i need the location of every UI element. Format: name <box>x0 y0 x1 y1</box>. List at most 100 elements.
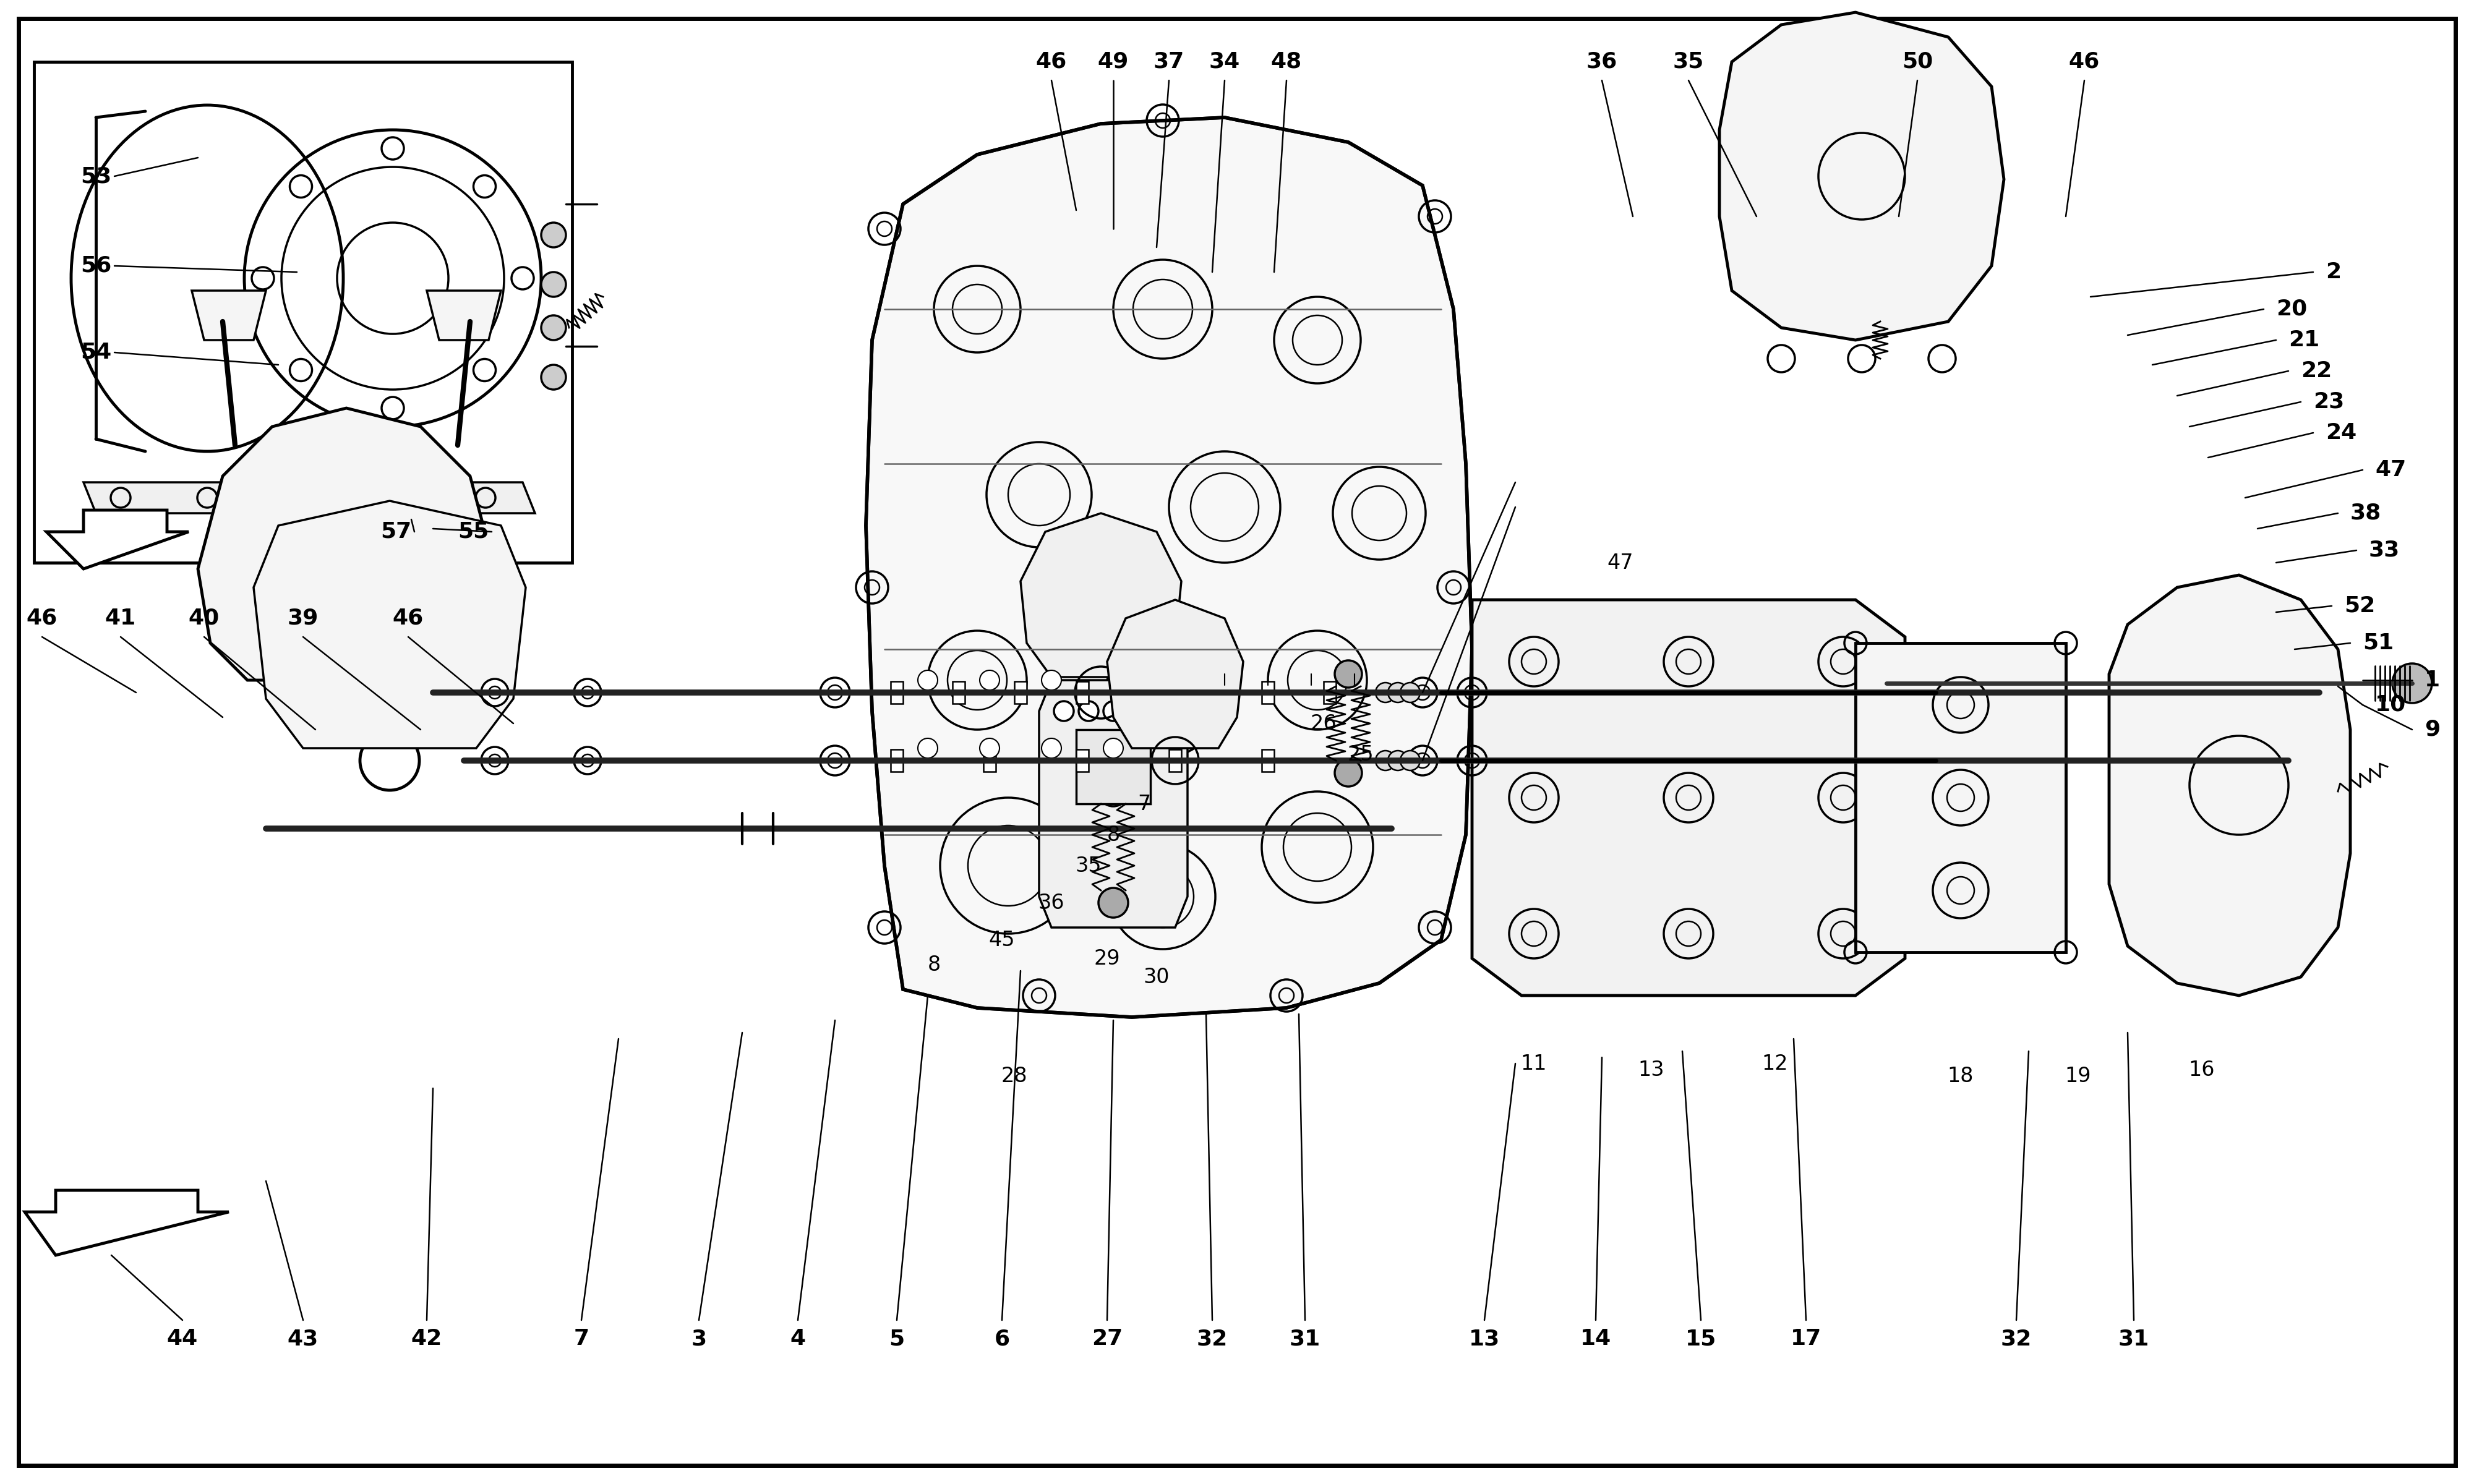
Circle shape <box>1098 776 1128 806</box>
Text: 28: 28 <box>1002 1066 1027 1086</box>
Circle shape <box>2256 741 2296 781</box>
Circle shape <box>1376 751 1395 770</box>
Text: 49: 49 <box>1098 52 1128 73</box>
Circle shape <box>1376 683 1395 702</box>
Text: 25: 25 <box>1348 743 1373 764</box>
Bar <box>1076 749 1089 772</box>
Bar <box>1138 681 1150 703</box>
Text: 53: 53 <box>79 166 111 187</box>
Text: 31: 31 <box>2118 1328 2150 1349</box>
Text: 7: 7 <box>1138 794 1150 815</box>
Bar <box>952 681 965 703</box>
Circle shape <box>1103 700 1123 721</box>
Text: 30: 30 <box>1143 966 1170 987</box>
Bar <box>1014 681 1027 703</box>
Text: 46: 46 <box>1037 52 1066 73</box>
Polygon shape <box>47 510 188 568</box>
Text: 8: 8 <box>1106 825 1121 844</box>
Circle shape <box>1098 887 1128 917</box>
Bar <box>1856 643 2066 953</box>
Text: 18: 18 <box>1947 1066 1974 1086</box>
Circle shape <box>1079 700 1098 721</box>
Text: 46: 46 <box>27 608 57 629</box>
Bar <box>1170 749 1183 772</box>
Text: 51: 51 <box>2363 632 2395 653</box>
Text: 10: 10 <box>2375 695 2407 715</box>
Circle shape <box>1042 738 1061 758</box>
Text: 6: 6 <box>995 1328 1009 1349</box>
Text: 4: 4 <box>789 1328 807 1349</box>
Circle shape <box>1388 683 1408 702</box>
Text: 55: 55 <box>458 521 490 542</box>
Circle shape <box>542 365 567 389</box>
Text: 56: 56 <box>79 255 111 276</box>
Circle shape <box>480 680 510 706</box>
Text: 27: 27 <box>1091 1328 1123 1349</box>
Bar <box>891 681 903 703</box>
Circle shape <box>480 746 510 775</box>
Circle shape <box>1103 738 1123 758</box>
Text: 43: 43 <box>287 1328 319 1349</box>
Circle shape <box>980 738 999 758</box>
Text: 31: 31 <box>1289 1328 1321 1349</box>
Text: 36: 36 <box>1586 52 1618 73</box>
Circle shape <box>1400 751 1420 770</box>
Text: 24: 24 <box>2326 423 2358 444</box>
Circle shape <box>542 272 567 297</box>
Polygon shape <box>428 291 500 340</box>
Text: 2: 2 <box>2326 261 2340 282</box>
Polygon shape <box>193 291 267 340</box>
Circle shape <box>1042 671 1061 690</box>
Text: 3: 3 <box>690 1328 708 1349</box>
Polygon shape <box>25 1190 228 1255</box>
Circle shape <box>2286 671 2328 714</box>
Text: 37: 37 <box>1153 52 1185 73</box>
Circle shape <box>574 746 601 775</box>
Bar <box>985 749 995 772</box>
Text: 21: 21 <box>2288 329 2321 350</box>
Text: 13: 13 <box>1470 1328 1499 1349</box>
Text: 34: 34 <box>1210 52 1239 73</box>
Text: 47: 47 <box>2375 460 2407 481</box>
Text: 46: 46 <box>2068 52 2100 73</box>
Text: 8: 8 <box>928 954 940 975</box>
Text: 57: 57 <box>381 521 411 542</box>
Text: 32: 32 <box>1197 1328 1227 1349</box>
Polygon shape <box>866 117 1472 1017</box>
Text: 26: 26 <box>1311 714 1336 733</box>
Bar <box>1200 681 1212 703</box>
Circle shape <box>918 671 938 690</box>
Text: 1: 1 <box>2425 669 2439 690</box>
Polygon shape <box>1108 600 1244 748</box>
Polygon shape <box>1039 680 1188 927</box>
Polygon shape <box>84 482 534 513</box>
Circle shape <box>1400 683 1420 702</box>
Text: 38: 38 <box>2350 503 2382 524</box>
Circle shape <box>1054 700 1074 721</box>
Polygon shape <box>255 500 524 748</box>
Circle shape <box>542 315 567 340</box>
Polygon shape <box>1472 600 1905 996</box>
Bar <box>891 749 903 772</box>
Bar <box>35 62 571 562</box>
Text: 35: 35 <box>1672 52 1705 73</box>
Circle shape <box>1336 660 1361 687</box>
Circle shape <box>574 680 601 706</box>
Polygon shape <box>1022 513 1183 677</box>
Text: 40: 40 <box>188 608 220 629</box>
Text: 42: 42 <box>411 1328 443 1349</box>
Text: 33: 33 <box>2370 540 2400 561</box>
Text: 29: 29 <box>1094 948 1121 969</box>
Circle shape <box>2392 663 2432 703</box>
Text: 19: 19 <box>2066 1066 2091 1086</box>
Circle shape <box>542 223 567 248</box>
Polygon shape <box>1719 12 2004 340</box>
Text: 9: 9 <box>2425 720 2439 741</box>
Text: 35: 35 <box>1076 855 1101 876</box>
Text: 7: 7 <box>574 1328 589 1349</box>
Text: 36: 36 <box>1039 892 1064 913</box>
Circle shape <box>1388 751 1408 770</box>
Text: 13: 13 <box>1638 1060 1665 1080</box>
Text: 50: 50 <box>1903 52 1932 73</box>
Text: 54: 54 <box>79 341 111 364</box>
